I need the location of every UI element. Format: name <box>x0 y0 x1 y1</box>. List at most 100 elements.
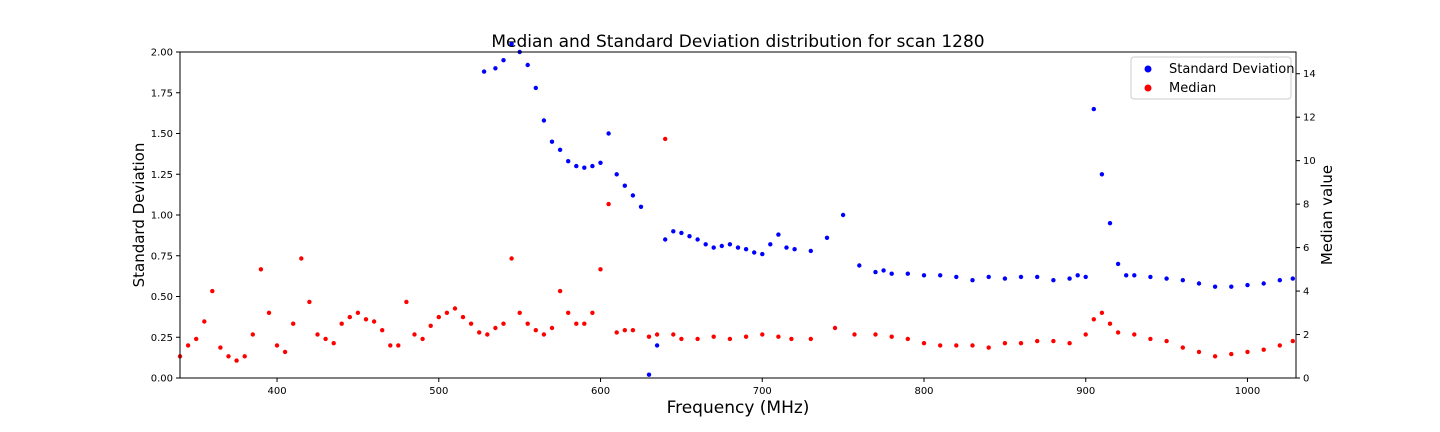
standard-deviation-point <box>840 212 846 218</box>
standard-deviation-point <box>824 235 830 240</box>
standard-deviation-point <box>1164 276 1169 281</box>
standard-deviation-point <box>1051 278 1056 283</box>
median-point <box>671 332 676 337</box>
standard-deviation-point <box>954 274 959 280</box>
x-tick-label: 800 <box>914 386 933 397</box>
median-point <box>339 321 344 326</box>
median-point <box>889 334 894 339</box>
standard-deviation-point <box>881 268 886 273</box>
standard-deviation-point <box>654 343 660 348</box>
standard-deviation-point <box>598 160 603 165</box>
median-point <box>921 341 927 346</box>
median-point <box>501 321 506 326</box>
y-tick-label: 0.25 <box>151 333 173 344</box>
x-tick-label: 400 <box>267 386 286 397</box>
median-point <box>347 314 352 320</box>
y-tick-label: 2.00 <box>151 48 173 59</box>
standard-deviation-point <box>752 250 757 255</box>
standard-deviation-point <box>533 85 538 91</box>
median-point <box>1148 336 1153 342</box>
y2-tick-label: 12 <box>1303 113 1316 124</box>
median-point <box>1091 317 1097 322</box>
standard-deviation-point <box>1132 273 1137 278</box>
y-tick-label: 1.75 <box>151 88 173 99</box>
median-point <box>1132 332 1137 337</box>
median-point <box>549 325 555 331</box>
median-point <box>760 332 765 337</box>
median-point <box>274 343 280 348</box>
median-point <box>1002 341 1008 346</box>
median-point <box>396 343 401 348</box>
median-point <box>711 334 716 339</box>
y2-tick-label: 2 <box>1303 330 1309 341</box>
y2-tick-label: 14 <box>1303 69 1316 80</box>
y-tick-label: 1.25 <box>151 170 173 181</box>
median-point <box>331 341 336 346</box>
y-tick-label: 1.00 <box>151 211 173 222</box>
y-tick-label: 0.75 <box>151 251 173 262</box>
standard-deviation-point <box>663 237 668 242</box>
standard-deviation-point <box>1018 274 1024 280</box>
median-point <box>452 306 458 311</box>
median-point <box>250 332 255 337</box>
median-point <box>468 321 474 326</box>
standard-deviation-point <box>1083 274 1088 280</box>
standard-deviation-point <box>1148 274 1153 280</box>
median-point <box>1018 341 1024 346</box>
standard-deviation-point <box>735 245 741 250</box>
median-point <box>541 332 547 337</box>
median-point <box>852 332 857 337</box>
standard-deviation-point <box>1067 276 1072 281</box>
standard-deviation-point <box>630 193 636 198</box>
standard-deviation-point <box>1180 278 1186 283</box>
standard-deviation-point <box>1099 172 1105 177</box>
standard-deviation-point <box>711 245 716 250</box>
median-point <box>598 267 603 272</box>
median-point <box>614 330 619 335</box>
median-point <box>789 336 794 342</box>
x-tick-label: 1000 <box>1235 386 1260 397</box>
legend-label-standard-deviation: Standard Deviation <box>1169 62 1294 77</box>
median-point <box>412 332 417 337</box>
median-point <box>1164 338 1169 344</box>
standard-deviation-point <box>481 69 487 74</box>
y-tick-label: 1.50 <box>151 129 173 140</box>
median-point <box>630 328 636 333</box>
median-point <box>1229 351 1234 357</box>
standard-deviation-point <box>776 232 781 237</box>
standard-deviation-point <box>921 273 927 278</box>
median-point <box>226 354 231 359</box>
median-point <box>404 299 409 305</box>
median-point <box>218 345 223 350</box>
standard-deviation-point <box>1002 276 1008 281</box>
median-point <box>1099 310 1105 315</box>
median-point <box>436 314 441 320</box>
median-point <box>282 349 288 355</box>
median-point <box>695 336 700 342</box>
right-y-axis: 0 2 4 6 8 10 12 14 <box>1296 69 1316 385</box>
median-point <box>185 343 191 348</box>
standard-deviation-point <box>1091 106 1097 112</box>
median-point <box>493 325 498 331</box>
legend: Standard Deviation Median <box>1130 56 1294 100</box>
median-point <box>202 319 207 324</box>
median-point <box>258 267 264 272</box>
chart-title: Median and Standard Deviation distributi… <box>491 32 984 52</box>
standard-deviation-point <box>493 66 498 71</box>
legend-marker-standard-deviation <box>1144 65 1152 73</box>
y2-tick-label: 10 <box>1303 156 1316 167</box>
standard-deviation-point <box>525 62 530 68</box>
median-point <box>1245 349 1250 355</box>
median-point <box>517 310 522 315</box>
median-point <box>938 343 943 348</box>
y-tick-label: 0.00 <box>151 374 173 385</box>
median-point <box>808 336 813 342</box>
x-tick-label: 500 <box>429 386 448 397</box>
y2-tick-label: 6 <box>1303 243 1309 254</box>
median-point <box>1290 338 1296 344</box>
median-point <box>299 256 304 261</box>
median-point <box>1035 338 1040 344</box>
standard-deviation-point <box>1075 273 1080 278</box>
median-point <box>1261 347 1266 352</box>
